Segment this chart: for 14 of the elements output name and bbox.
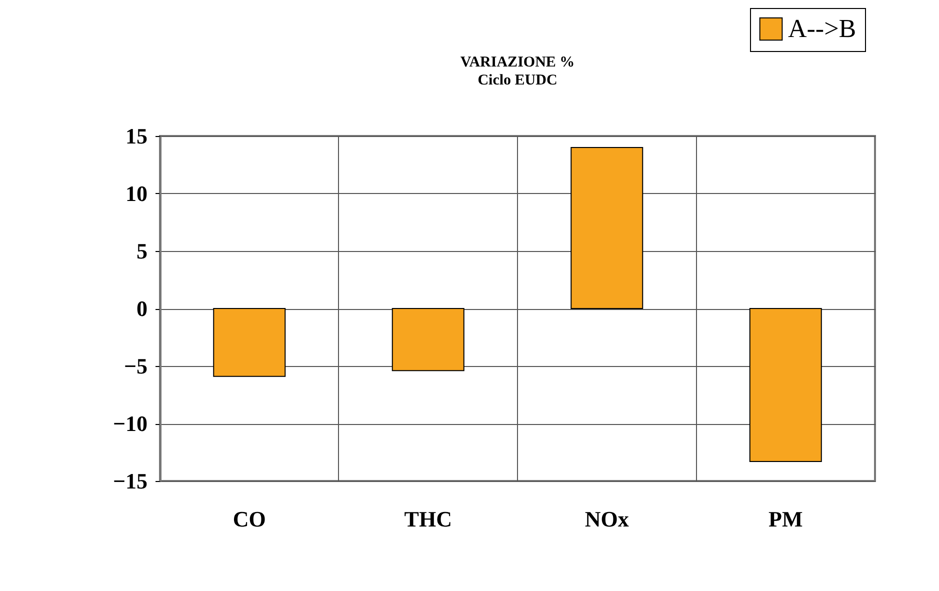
legend-label: A-->B	[788, 14, 856, 43]
y-tick-label: 10	[126, 181, 148, 206]
x-tick-label: PM	[768, 506, 803, 532]
y-tick-label: −10	[112, 411, 148, 436]
chart-subtitle: Ciclo EUDC	[478, 72, 558, 88]
x-tick-label: NOx	[584, 506, 629, 532]
y-tick-label: 5	[136, 238, 148, 264]
y-tick-label: −15	[112, 468, 148, 494]
y-tick-label: −5	[124, 354, 148, 378]
y-tick-label: 0	[136, 296, 148, 321]
x-tick-label: CO	[232, 506, 266, 532]
y-tick-label: 15	[126, 124, 148, 148]
chart-title: VARIAZIONE %	[460, 54, 575, 70]
x-tick-label: THC	[404, 506, 452, 532]
